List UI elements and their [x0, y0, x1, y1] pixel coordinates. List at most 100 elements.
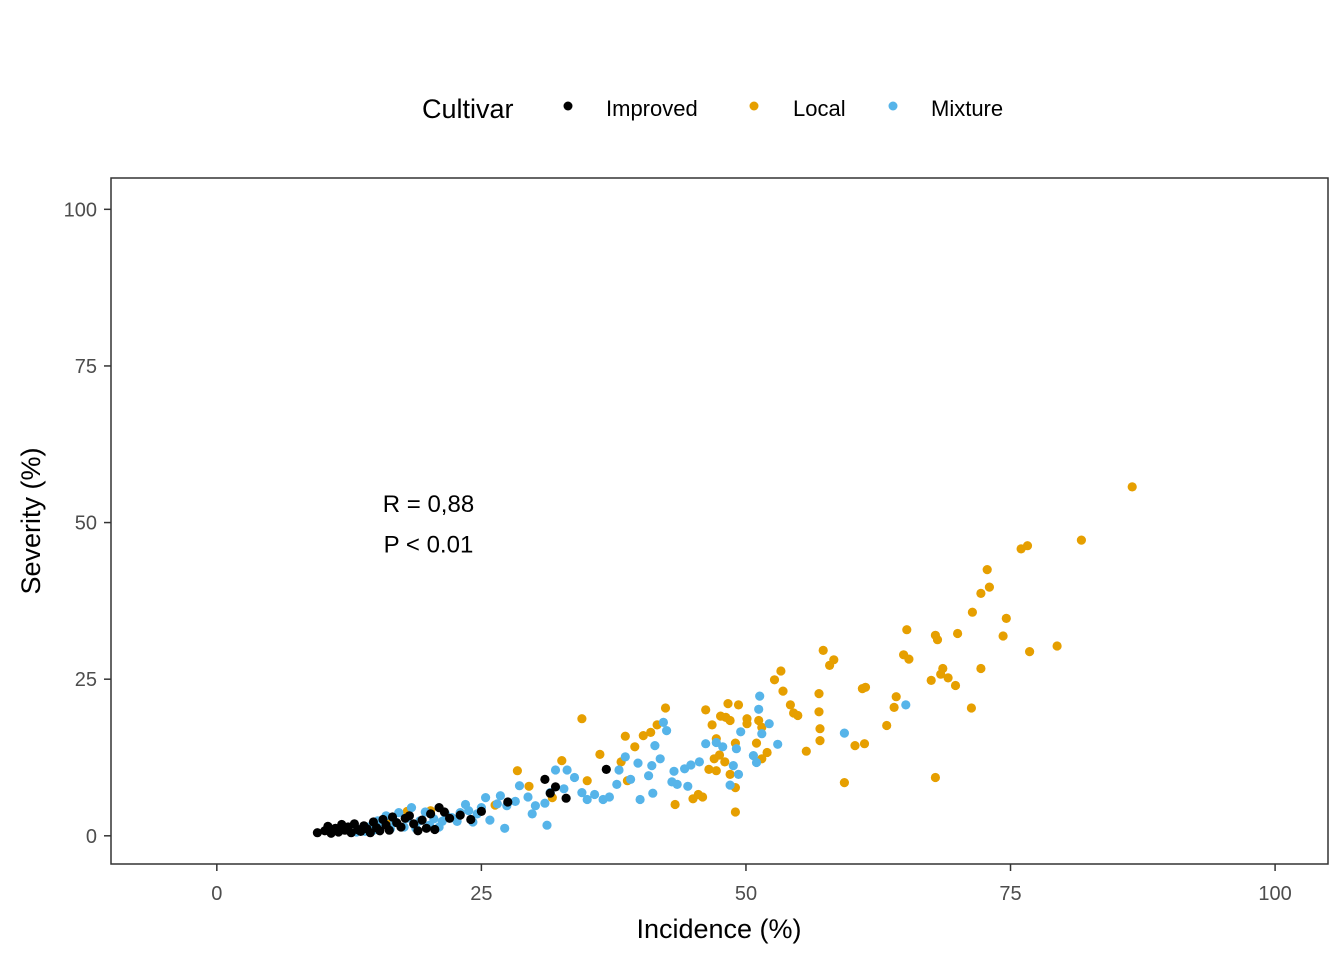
data-point-improved	[417, 815, 427, 825]
data-point-local	[577, 714, 587, 724]
y-tick-label: 75	[75, 356, 97, 378]
data-point-improved	[323, 821, 333, 832]
y-axis: 0 25 50 75 100	[64, 199, 111, 848]
data-point-mixture	[550, 765, 561, 775]
data-point-local	[742, 719, 752, 729]
data-point-mixture	[523, 792, 533, 802]
data-point-local	[932, 635, 943, 645]
data-point-local	[814, 689, 824, 699]
data-point-mixture	[667, 777, 677, 787]
data-points	[312, 482, 1137, 838]
data-point-local	[785, 700, 796, 710]
data-point-local	[882, 720, 892, 731]
data-point-local	[976, 663, 986, 674]
data-point-improved	[404, 811, 414, 821]
data-point-mixture	[500, 823, 510, 833]
data-point-mixture	[492, 799, 502, 809]
data-point-local	[1025, 647, 1035, 657]
data-point-mixture	[764, 719, 774, 729]
data-point-mixture	[728, 761, 738, 771]
data-point-local	[889, 702, 899, 713]
data-point-local	[857, 684, 868, 694]
data-point-local	[943, 673, 953, 683]
data-point-local	[660, 703, 671, 713]
data-point-mixture	[562, 765, 572, 775]
data-point-improved	[365, 828, 375, 838]
data-point-mixture	[514, 781, 525, 791]
data-point-mixture	[725, 780, 735, 790]
data-point-local	[512, 766, 523, 776]
data-point-local	[1001, 613, 1011, 624]
legend-label-local: Local	[793, 96, 846, 121]
plot-panel	[110, 177, 1329, 865]
data-point-mixture	[733, 769, 744, 780]
data-point-mixture	[754, 704, 764, 714]
data-point-local	[620, 731, 630, 741]
data-point-mixture	[590, 789, 600, 800]
data-point-local	[733, 700, 744, 710]
y-tick-label: 100	[64, 199, 97, 221]
x-tick-label: 100	[1258, 883, 1291, 905]
data-point-mixture	[527, 809, 537, 819]
data-point-improved	[545, 788, 555, 798]
data-point-improved	[445, 813, 455, 823]
data-point-local	[818, 645, 828, 656]
data-point-mixture	[755, 691, 765, 701]
data-point-local	[1052, 641, 1062, 651]
data-point-mixture	[485, 815, 495, 825]
data-point-local	[859, 739, 870, 749]
data-point-mixture	[680, 764, 690, 774]
data-point-local	[926, 675, 936, 686]
data-point-local	[751, 738, 762, 748]
data-point-local	[815, 736, 825, 746]
data-point-local	[950, 680, 961, 691]
y-axis-title: Severity (%)	[16, 447, 46, 594]
legend-label-improved: Improved	[606, 96, 698, 121]
x-axis: 0 25 50 75 100	[211, 864, 1292, 905]
data-point-improved	[312, 828, 322, 838]
data-point-improved	[601, 764, 611, 775]
data-point-improved	[540, 774, 550, 785]
data-point-improved	[384, 825, 394, 835]
data-point-mixture	[736, 727, 746, 737]
data-point-local	[720, 757, 730, 767]
data-point-mixture	[530, 801, 541, 811]
data-point-mixture	[683, 781, 693, 791]
data-point-local	[725, 715, 735, 726]
data-point-local	[582, 776, 592, 786]
data-point-local	[1076, 535, 1086, 545]
data-point-local	[524, 781, 534, 791]
data-point-local	[982, 565, 992, 575]
data-point-mixture	[650, 741, 660, 751]
data-point-improved	[561, 793, 571, 803]
data-point-local	[670, 799, 680, 810]
x-axis-title: Incidence (%)	[636, 914, 801, 944]
data-point-local	[757, 722, 767, 733]
data-point-mixture	[655, 754, 665, 764]
data-point-mixture	[542, 820, 552, 830]
annotation-r-value: R = 0,88	[383, 491, 474, 518]
y-tick-label: 0	[86, 826, 97, 848]
data-point-mixture	[559, 784, 569, 794]
data-point-local	[793, 710, 803, 721]
legend-title: Cultivar	[422, 94, 514, 124]
data-point-mixture	[495, 791, 505, 801]
data-point-mixture	[460, 799, 471, 810]
data-point-improved	[421, 823, 431, 833]
data-point-local	[984, 582, 995, 592]
data-point-local	[966, 703, 977, 713]
data-point-local	[638, 731, 648, 741]
data-point-improved	[466, 814, 476, 825]
data-point-mixture	[647, 761, 657, 771]
data-point-mixture	[626, 774, 636, 785]
data-point-local	[630, 742, 640, 752]
data-point-local	[701, 705, 711, 715]
data-point-local	[723, 699, 733, 709]
data-point-mixture	[569, 772, 580, 783]
data-point-local	[730, 807, 741, 817]
data-point-local	[891, 692, 901, 702]
data-point-mixture	[694, 757, 705, 767]
data-point-mixture	[658, 717, 669, 728]
data-point-mixture	[620, 752, 630, 762]
